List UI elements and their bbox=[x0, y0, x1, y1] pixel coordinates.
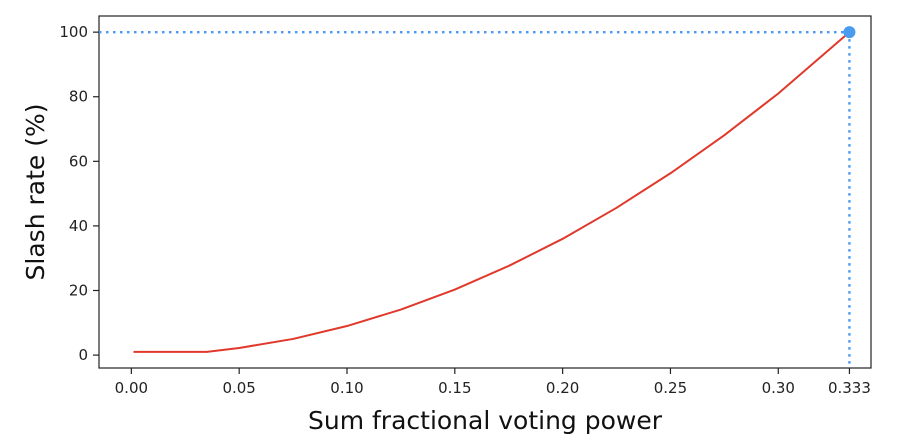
y-tick-label: 100 bbox=[59, 23, 88, 41]
y-tick-label: 60 bbox=[69, 152, 88, 170]
y-axis: 0 20 40 60 80 100 bbox=[59, 23, 99, 364]
y-axis-title: Slash rate (%) bbox=[21, 104, 50, 281]
x-tick-label: 0.15 bbox=[438, 379, 471, 397]
y-tick-label: 80 bbox=[69, 88, 88, 106]
y-tick-label: 0 bbox=[78, 346, 88, 364]
x-axis-title: Sum fractional voting power bbox=[308, 406, 663, 435]
x-tick-label: 0.00 bbox=[115, 379, 148, 397]
plot-area bbox=[98, 15, 872, 369]
x-tick-label: 0.333 bbox=[828, 379, 871, 397]
x-tick-label: 0.20 bbox=[546, 379, 579, 397]
slash-rate-line bbox=[133, 31, 851, 353]
series-layer bbox=[133, 26, 856, 353]
reference-lines bbox=[99, 30, 851, 368]
y-tick-label: 40 bbox=[69, 217, 88, 235]
y-tick-label: 20 bbox=[69, 281, 88, 299]
endpoint-marker bbox=[843, 26, 856, 39]
x-tick-label: 0.25 bbox=[654, 379, 687, 397]
x-tick-label: 0.05 bbox=[222, 379, 255, 397]
x-tick-label: 0.10 bbox=[330, 379, 363, 397]
x-tick-label: 0.30 bbox=[762, 379, 795, 397]
x-axis: 0.00 0.05 0.10 0.15 0.20 0.25 0.30 0.333 bbox=[115, 368, 871, 397]
